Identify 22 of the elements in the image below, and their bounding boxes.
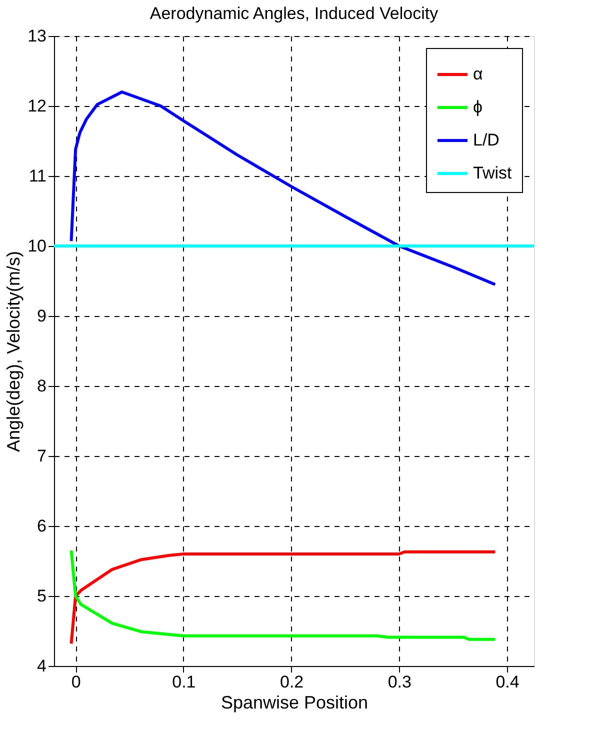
y-tick-label: 11 bbox=[28, 166, 46, 186]
chart-title: Aerodynamic Angles, Induced Velocity bbox=[150, 4, 439, 23]
y-tick-label: 5 bbox=[37, 586, 46, 606]
x-tick-label: 0.1 bbox=[172, 672, 196, 692]
x-tick-label: 0.3 bbox=[388, 672, 412, 692]
y-tick-label: 10 bbox=[28, 236, 46, 256]
y-tick-label: 13 bbox=[28, 26, 46, 46]
y-tick-label: 8 bbox=[37, 376, 46, 396]
x-tick-label: 0.4 bbox=[496, 672, 520, 692]
legend-label: α bbox=[473, 64, 483, 84]
x-axis-title: Spanwise Position bbox=[220, 692, 368, 712]
legend-label: Twist bbox=[473, 164, 512, 182]
y-tick-label: 4 bbox=[37, 656, 46, 676]
legend-label: L/D bbox=[473, 130, 500, 150]
x-tick-label: 0 bbox=[71, 672, 81, 692]
y-tick-label: 9 bbox=[37, 306, 46, 326]
y-tick-label: 7 bbox=[37, 446, 46, 466]
y-tick-label: 12 bbox=[28, 96, 46, 116]
legend-label: ϕ bbox=[473, 98, 483, 116]
y-axis-title: Angle(deg), Velocity(m/s) bbox=[4, 250, 24, 452]
x-tick-label: 0.2 bbox=[280, 672, 304, 692]
y-tick-label: 6 bbox=[37, 516, 46, 536]
